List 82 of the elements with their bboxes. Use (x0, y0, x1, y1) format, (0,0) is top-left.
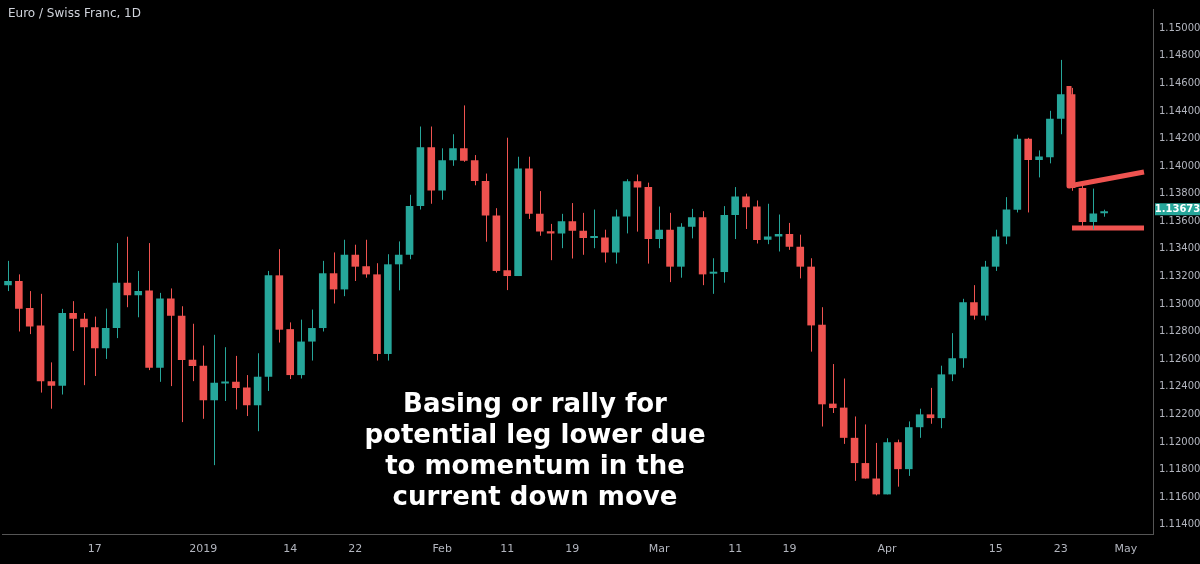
candlestick (362, 239, 370, 279)
y-tick-label: 1.11800 (1159, 463, 1200, 475)
candlestick (101, 308, 110, 360)
candlestick (503, 137, 512, 291)
text: 1.13673 (1154, 202, 1200, 214)
candlestick (351, 244, 360, 282)
y-tick-label: 1.11400 (1159, 518, 1200, 530)
candlestick (579, 212, 588, 256)
x-tick-label: Mar (648, 542, 671, 556)
x-tick-label: 19 (565, 542, 580, 556)
chart-title: Euro / Swiss Franc, 1D (8, 6, 141, 20)
x-tick-label: 19 (782, 542, 797, 556)
candlestick (536, 190, 544, 237)
candlestick (329, 251, 338, 304)
candlestick (763, 203, 772, 245)
candlestick (590, 209, 598, 249)
candlestick (709, 257, 718, 295)
candlestick (633, 174, 642, 233)
y-tick-label: 1.12600 (1159, 352, 1200, 364)
candlestick (785, 222, 794, 251)
y-tick-label: 1.13600 (1159, 214, 1200, 226)
candlestick (1024, 137, 1032, 213)
x-tick-label: 17 (87, 542, 102, 556)
candlestick (872, 442, 881, 496)
y-tick-label: 1.12800 (1159, 325, 1200, 337)
y-tick-label: 1.13000 (1159, 297, 1200, 309)
y-tick-label: 1.13200 (1159, 270, 1200, 282)
candlestick (47, 361, 56, 410)
y-tick-label: 1.13400 (1159, 242, 1200, 254)
candlestick (134, 270, 143, 318)
y-tick-label: 1.13800 (1159, 187, 1200, 199)
candlestick (687, 208, 696, 239)
y-tick-label: 1.14800 (1159, 49, 1200, 61)
candlestick (601, 229, 609, 264)
candlestick (210, 334, 219, 466)
candlestick (915, 408, 924, 439)
y-tick-label: 1.15000 (1159, 21, 1200, 33)
candlestick (926, 387, 935, 425)
candlestick (655, 206, 663, 249)
candlestick (91, 316, 99, 377)
candlestick (731, 186, 739, 240)
x-tick-label: 22 (348, 542, 363, 556)
y-tick-label: 1.12400 (1159, 380, 1200, 392)
x-tick-label: 14 (283, 542, 298, 556)
candlestick (449, 133, 457, 167)
candlestick (470, 154, 479, 186)
y-tick-label: 1.11600 (1159, 490, 1200, 502)
x-tick-label: 11 (728, 542, 743, 556)
candlestick (25, 290, 34, 335)
x-tick-label: Apr (877, 542, 898, 556)
candlestick (742, 193, 750, 230)
candlestick (69, 300, 77, 352)
candlestick (308, 309, 316, 362)
candlestick (460, 104, 468, 163)
y-tick-label: 1.14000 (1159, 159, 1200, 171)
candlestick (4, 260, 12, 292)
y-tick-label: 1.12200 (1159, 407, 1200, 419)
x-tick-label: 11 (500, 542, 515, 556)
candlestick (861, 423, 870, 480)
y-tick-label: 1.12000 (1159, 435, 1200, 447)
candlestick (829, 363, 837, 414)
candlestick (221, 346, 229, 402)
candlestick (80, 312, 88, 386)
candlestick (796, 234, 805, 279)
candlestick (970, 284, 978, 321)
x-tick-label: 2019 (189, 542, 218, 556)
candlestick (242, 374, 251, 417)
candlestick (1035, 149, 1043, 178)
candlestick (948, 332, 957, 382)
x-tick-label: Feb (432, 542, 452, 556)
candlestick (232, 355, 240, 410)
x-tick-label: 23 (1053, 542, 1068, 556)
candlestick (167, 287, 175, 387)
y-tick-label: 1.14400 (1159, 104, 1200, 116)
x-tick-label: May (1114, 542, 1138, 556)
annotation: Basing or rally for potential leg lower due to momentum in the current down move (363, 388, 707, 512)
y-tick-label: 1.14200 (1159, 132, 1200, 144)
candlestick (557, 213, 566, 249)
candlestick (568, 202, 577, 260)
candlestick (394, 240, 403, 291)
x-tick-label: 15 (988, 542, 1003, 556)
y-tick-label: 1.14600 (1159, 76, 1200, 88)
